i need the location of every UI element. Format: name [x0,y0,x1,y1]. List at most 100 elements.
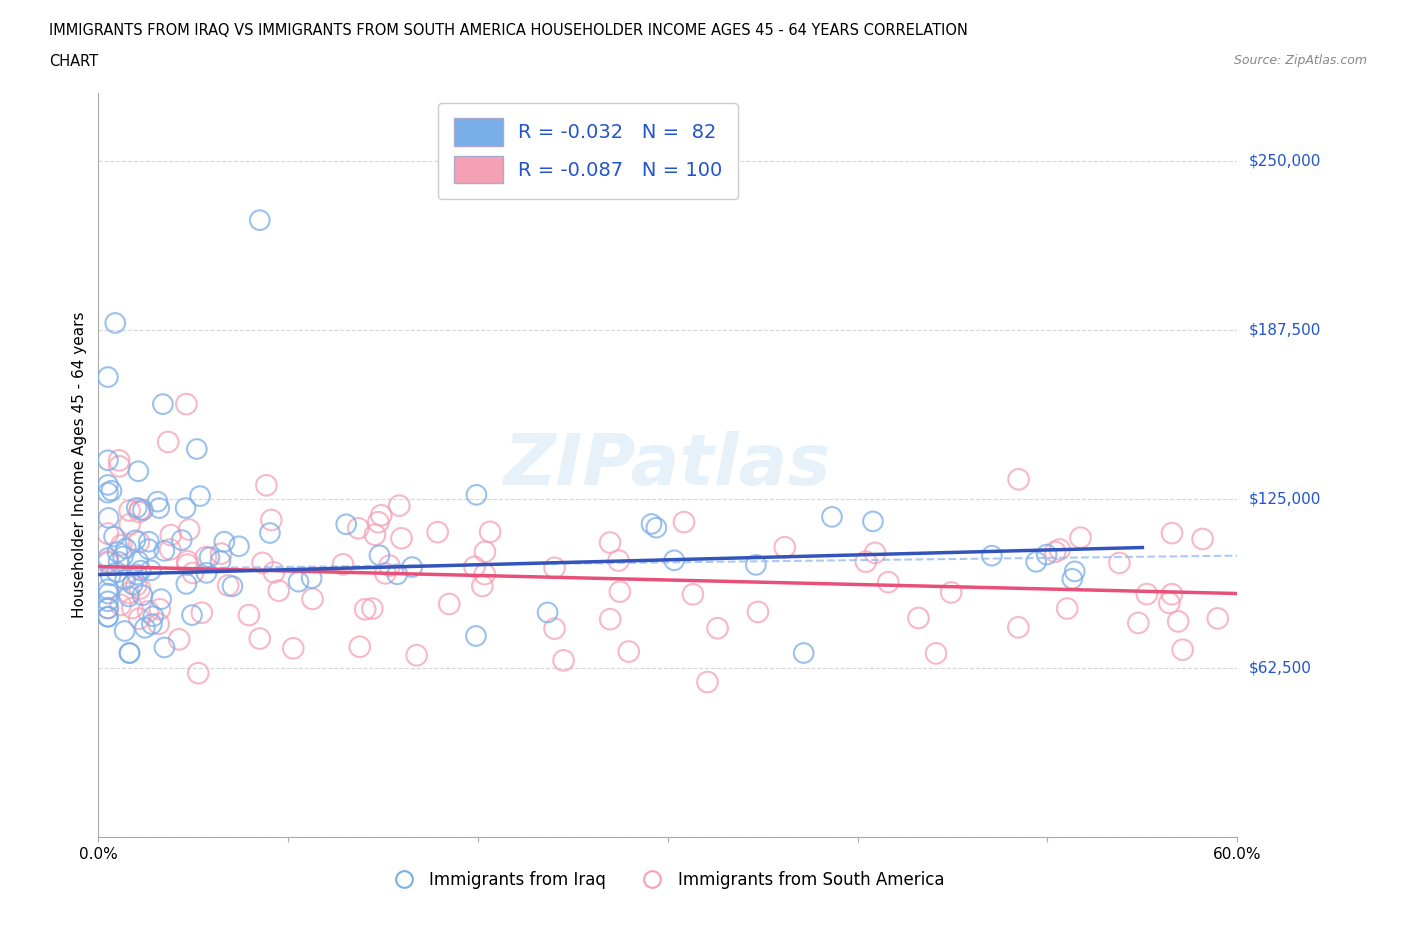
Immigrants from South America [176,553,198,568]
Immigrants from South America [617,644,640,659]
Immigrants from Iraq [1025,554,1047,569]
Immigrants from South America [1161,525,1184,540]
Immigrants from South America [479,525,502,539]
Immigrants from South America [1167,614,1189,629]
Immigrants from South America [249,631,271,646]
Immigrants from Iraq [103,529,125,544]
Immigrants from Iraq [249,213,271,228]
Immigrants from South America [128,611,150,626]
Immigrants from South America [187,666,209,681]
Immigrants from Iraq [97,609,120,624]
Immigrants from South America [925,646,948,661]
Immigrants from Iraq [195,565,218,580]
Immigrants from Iraq [465,629,488,644]
Immigrants from Iraq [114,624,136,639]
Immigrants from South America [209,546,232,561]
Immigrants from South America [238,607,260,622]
Immigrants from South America [97,555,120,570]
Immigrants from South America [464,560,486,575]
Immigrants from South America [474,566,496,581]
Text: ZIPatlas: ZIPatlas [505,431,831,499]
Immigrants from South America [110,597,132,612]
Immigrants from South America [177,522,200,537]
Immigrants from South America [129,581,152,596]
Immigrants from Iraq [97,453,120,468]
Legend: Immigrants from Iraq, Immigrants from South America: Immigrants from Iraq, Immigrants from So… [384,864,952,896]
Immigrants from Iraq [259,525,281,540]
Immigrants from Iraq [664,552,686,567]
Immigrants from South America [1108,555,1130,570]
Immigrants from Iraq [645,520,668,535]
Immigrants from Iraq [124,533,146,548]
Immigrants from Iraq [97,551,120,565]
Immigrants from South America [877,575,900,590]
Immigrants from South America [191,605,214,620]
Immigrants from South America [108,458,131,473]
Immigrants from South America [364,527,387,542]
Immigrants from South America [97,554,120,569]
Immigrants from South America [863,546,886,561]
Immigrants from Iraq [100,568,122,583]
Immigrants from South America [121,601,143,616]
Immigrants from South America [941,585,963,600]
Immigrants from South America [195,550,218,565]
Immigrants from South America [263,565,285,579]
Immigrants from Iraq [111,549,134,564]
Immigrants from South America [260,512,283,527]
Immigrants from South America [907,611,929,626]
Immigrants from Iraq [153,640,176,655]
Immigrants from Iraq [107,554,129,569]
Immigrants from South America [129,502,152,517]
Immigrants from Iraq [214,535,236,550]
Immigrants from Iraq [1035,547,1057,562]
Immigrants from South America [388,498,411,513]
Immigrants from South America [599,535,621,550]
Immigrants from South America [181,565,204,580]
Text: CHART: CHART [49,54,98,69]
Immigrants from Iraq [97,609,120,624]
Immigrants from Iraq [134,620,156,635]
Immigrants from South America [267,583,290,598]
Text: IMMIGRANTS FROM IRAQ VS IMMIGRANTS FROM SOUTH AMERICA HOUSEHOLDER INCOME AGES 45: IMMIGRANTS FROM IRAQ VS IMMIGRANTS FROM … [49,23,969,38]
Immigrants from South America [599,612,621,627]
Immigrants from Iraq [980,549,1002,564]
Immigrants from South America [1206,611,1229,626]
Immigrants from Iraq [129,564,152,578]
Immigrants from South America [855,554,877,569]
Immigrants from South America [176,397,198,412]
Immigrants from South America [609,584,631,599]
Immigrants from South America [1159,595,1181,610]
Immigrants from Iraq [368,548,391,563]
Immigrants from South America [157,434,180,449]
Immigrants from Iraq [287,574,309,589]
Immigrants from Iraq [209,553,232,568]
Immigrants from South America [159,527,181,542]
Immigrants from South America [1043,544,1066,559]
Immigrants from South America [108,453,131,468]
Immigrants from South America [1056,601,1078,616]
Immigrants from South America [370,508,392,523]
Immigrants from South America [439,596,461,611]
Immigrants from South America [128,535,150,550]
Immigrants from Iraq [146,494,169,509]
Text: $187,500: $187,500 [1249,322,1320,338]
Immigrants from Iraq [97,601,120,616]
Immigrants from South America [672,514,695,529]
Immigrants from Iraq [100,484,122,498]
Immigrants from Iraq [401,560,423,575]
Immigrants from Iraq [127,567,149,582]
Immigrants from South America [125,578,148,593]
Immigrants from Iraq [107,545,129,560]
Immigrants from South America [1191,532,1213,547]
Text: $62,500: $62,500 [1249,660,1312,675]
Immigrants from South America [543,621,565,636]
Immigrants from South America [1171,643,1194,658]
Immigrants from South America [1161,587,1184,602]
Immigrants from South America [118,503,141,518]
Immigrants from Iraq [152,397,174,412]
Immigrants from South America [1007,620,1029,635]
Immigrants from Iraq [821,510,844,525]
Immigrants from South America [332,557,354,572]
Immigrants from Iraq [97,586,120,601]
Immigrants from Iraq [174,500,197,515]
